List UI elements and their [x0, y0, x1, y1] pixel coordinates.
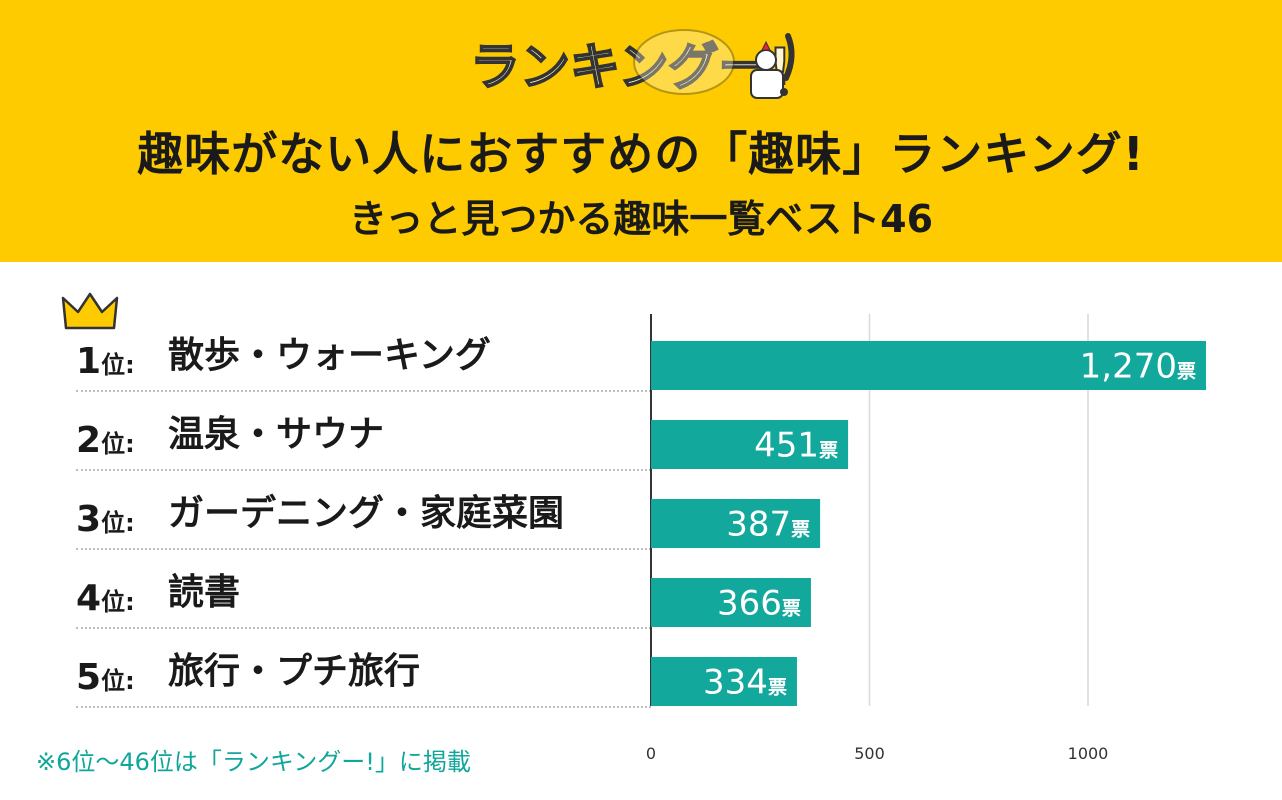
rank-number: 1位:	[76, 341, 135, 382]
bar	[651, 657, 797, 706]
x-tick-label: 1000	[1068, 744, 1109, 763]
rank-number: 3位:	[76, 499, 135, 540]
bar	[651, 578, 811, 627]
x-tick-label: 500	[854, 744, 885, 763]
bar	[651, 499, 821, 548]
page-title: 趣味がない人におすすめの「趣味」ランキング!	[137, 127, 1145, 181]
bar-value-label: 334票	[703, 663, 787, 703]
ranking-row-2: 2位: 温泉・サウナ	[76, 397, 651, 471]
ranking-row-4: 4位: 読書	[76, 555, 651, 629]
rank-number: 2位:	[76, 420, 135, 461]
bar-value-label: 451票	[754, 426, 838, 466]
ranking-row-1: 1位: 散歩・ウォーキング	[76, 318, 651, 392]
ranking-goo-logo: ランキングー!	[469, 29, 795, 99]
page-subtitle: きっと見つかる趣味一覧ベスト46	[348, 197, 934, 241]
crown-icon	[61, 292, 119, 330]
rank-name: 読書	[168, 572, 241, 613]
header-banner: ランキングー! 趣味がない人におすすめの「趣味」ランキング! きっと見つかる趣味…	[0, 0, 1282, 262]
mascot-icon	[750, 33, 795, 99]
rank-name: 旅行・プチ旅行	[168, 651, 421, 692]
x-tick-label: 0	[646, 744, 656, 763]
bar-value-label: 1,270票	[1080, 347, 1196, 387]
footnote: ※6位〜46位は「ランキングー!」に掲載	[36, 748, 471, 776]
rank-number: 4位:	[76, 578, 135, 619]
bar-value-label: 366票	[717, 584, 801, 624]
logo-wordmark: ランキングー!	[470, 38, 791, 96]
rank-name: ガーデニング・家庭菜園	[168, 493, 565, 534]
bar	[651, 420, 849, 469]
rank-number: 5位:	[76, 657, 135, 698]
bar	[651, 341, 1206, 390]
ranking-row-3: 3位: ガーデニング・家庭菜園	[76, 476, 651, 550]
rank-name: 散歩・ウォーキング	[168, 335, 491, 376]
ranking-row-5: 5位: 旅行・プチ旅行	[76, 634, 651, 708]
rank-name: 温泉・サウナ	[168, 414, 385, 455]
bar-value-label: 387票	[726, 505, 810, 545]
